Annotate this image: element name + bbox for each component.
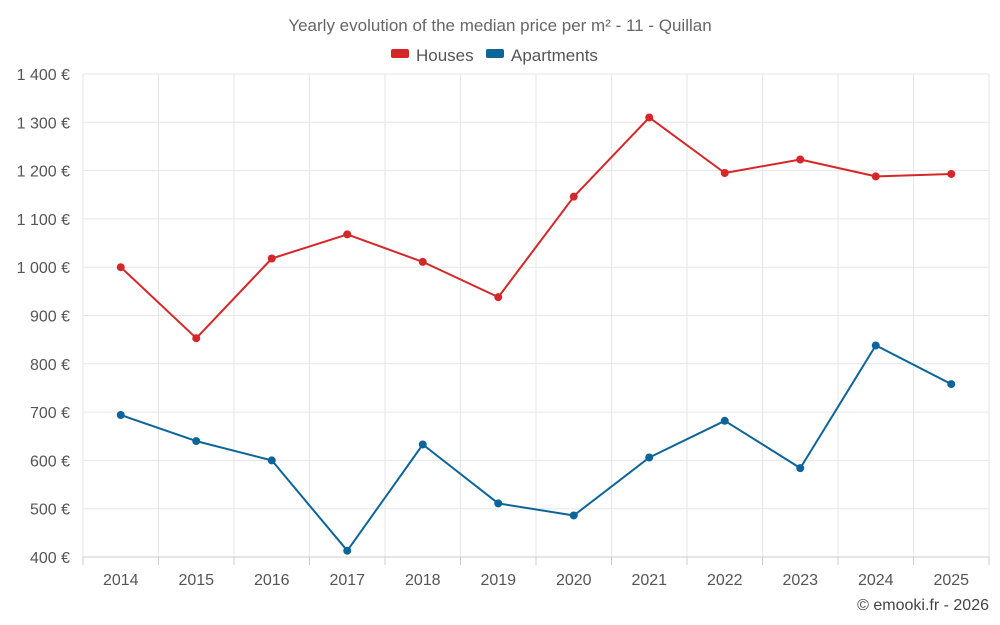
x-tick-label: 2022 xyxy=(707,572,743,589)
data-point-apartments[interactable] xyxy=(645,453,654,462)
x-axis-ticks: 2014 2015 2016 2017 2018 2019 2020 2021 2022 2023… xyxy=(82,557,990,589)
x-tick-label: 2015 xyxy=(178,572,214,589)
data-point-houses[interactable] xyxy=(720,169,729,178)
data-point-apartments[interactable] xyxy=(569,511,578,520)
credit-text: © emooki.fr - 2026 xyxy=(857,597,989,614)
y-tick-label: 400 € xyxy=(30,550,70,567)
x-tick-label: 2014 xyxy=(103,572,139,589)
data-point-apartments[interactable] xyxy=(720,416,729,425)
y-tick-label: 700 € xyxy=(30,405,70,422)
legend: Houses Apartments xyxy=(391,46,598,65)
x-tick-label: 2019 xyxy=(480,572,516,589)
x-tick-label: 2018 xyxy=(405,572,441,589)
data-point-houses[interactable] xyxy=(116,263,125,272)
legend-item-apartments[interactable]: Apartments xyxy=(486,46,598,65)
data-point-apartments[interactable] xyxy=(947,380,956,389)
legend-label-apartments: Apartments xyxy=(511,46,598,65)
y-tick-label: 1 000 € xyxy=(17,260,70,277)
data-point-apartments[interactable] xyxy=(418,440,427,449)
x-tick-label: 2023 xyxy=(782,572,818,589)
y-axis-ticks: 400 € 500 € 600 € 700 € 800 € 900 € 1 000 € 1 1… xyxy=(17,67,70,567)
data-point-houses[interactable] xyxy=(267,254,276,263)
legend-label-houses: Houses xyxy=(416,46,474,65)
data-point-apartments[interactable] xyxy=(494,499,503,508)
data-point-houses[interactable] xyxy=(947,169,956,178)
data-point-apartments[interactable] xyxy=(116,410,125,419)
data-point-apartments[interactable] xyxy=(343,546,352,555)
x-tick-label: 2025 xyxy=(933,572,969,589)
data-point-apartments[interactable] xyxy=(871,341,880,350)
y-tick-label: 800 € xyxy=(30,357,70,374)
series-apartments xyxy=(116,341,956,555)
x-tick-label: 2017 xyxy=(329,572,365,589)
y-tick-label: 1 200 € xyxy=(17,164,70,181)
legend-swatch-houses xyxy=(391,49,409,58)
y-tick-label: 900 € xyxy=(30,309,70,326)
data-point-houses[interactable] xyxy=(343,230,352,239)
chart-title: Yearly evolution of the median price per… xyxy=(288,16,711,35)
y-tick-label: 500 € xyxy=(30,502,70,519)
data-point-houses[interactable] xyxy=(192,334,201,343)
x-tick-label: 2016 xyxy=(254,572,290,589)
series-line-houses xyxy=(120,116,952,340)
data-point-houses[interactable] xyxy=(796,155,805,164)
data-point-apartments[interactable] xyxy=(192,437,201,446)
series-line-apartments xyxy=(120,344,952,552)
legend-swatch-apartments xyxy=(486,49,504,58)
data-point-houses[interactable] xyxy=(871,172,880,181)
x-tick-label: 2021 xyxy=(631,572,667,589)
data-point-apartments[interactable] xyxy=(267,456,276,465)
legend-item-houses[interactable]: Houses xyxy=(391,46,474,65)
series-layer xyxy=(116,113,956,555)
data-point-apartments[interactable] xyxy=(796,464,805,473)
x-tick-label: 2024 xyxy=(858,572,894,589)
data-point-houses[interactable] xyxy=(569,192,578,201)
series-houses xyxy=(116,113,956,343)
x-tick-label: 2020 xyxy=(556,572,592,589)
data-point-houses[interactable] xyxy=(494,293,503,302)
y-tick-label: 1 100 € xyxy=(17,212,70,229)
y-tick-label: 1 400 € xyxy=(17,67,70,84)
y-tick-label: 1 300 € xyxy=(17,115,70,132)
data-point-houses[interactable] xyxy=(645,113,654,122)
data-point-houses[interactable] xyxy=(418,257,427,266)
y-tick-label: 600 € xyxy=(30,453,70,470)
